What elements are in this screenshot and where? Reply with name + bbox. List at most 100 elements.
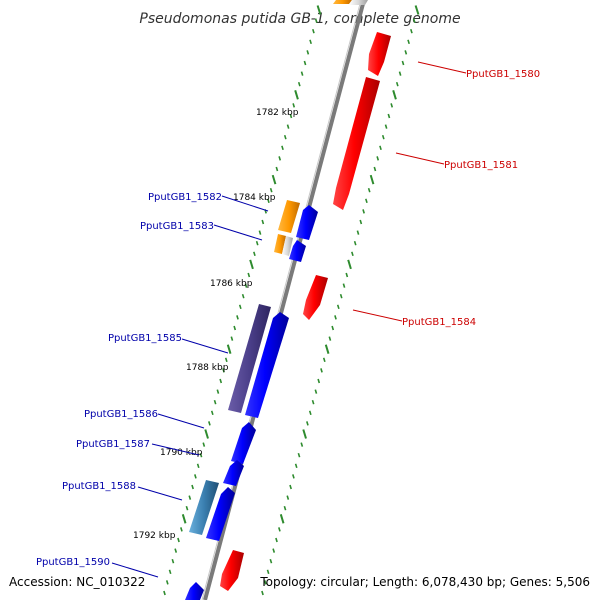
gene-arrow-1585-purple[interactable] <box>228 304 271 413</box>
leader-1585 <box>181 338 229 354</box>
tick-outer <box>362 209 365 214</box>
tick-inner <box>181 514 187 524</box>
tick-outer <box>292 474 295 479</box>
gene-label-1590[interactable]: PputGB1_1590 <box>36 557 110 568</box>
leader-1584 <box>352 309 403 322</box>
tick-outer <box>376 156 380 161</box>
gene-arrow-1582-orange[interactable] <box>278 200 300 233</box>
gene-arrow-1587[interactable] <box>223 460 244 486</box>
tick-outer <box>311 399 315 405</box>
gene-arrow-1589[interactable] <box>220 550 244 591</box>
tick-inner <box>309 39 312 45</box>
gene-label-1584[interactable]: PputGB1_1584 <box>402 317 476 328</box>
tick-outer <box>324 344 330 354</box>
gene-arrow-1579[interactable] <box>333 0 352 4</box>
gene-arrow-1586[interactable] <box>231 422 256 464</box>
tick-outer <box>404 50 408 55</box>
tick-outer <box>302 429 307 439</box>
gene-arrow-1579b[interactable] <box>349 0 368 5</box>
tick-outer <box>334 315 337 320</box>
gene-arrow-1583[interactable] <box>289 240 306 262</box>
gene-arrow-1580[interactable] <box>368 32 391 76</box>
tick-outer <box>392 90 397 100</box>
gene-label-1586[interactable]: PputGB1_1586 <box>84 409 158 420</box>
gene-arrow-1583-orange[interactable] <box>274 234 286 254</box>
tick-outer <box>266 569 270 575</box>
tick-outer <box>269 558 273 564</box>
tick-inner <box>233 325 237 331</box>
tick-outer <box>297 452 301 458</box>
accession-text: Accession: NC_010322 <box>9 575 146 589</box>
tick-outer <box>398 71 402 76</box>
tick-outer <box>351 251 354 257</box>
tick-inner <box>261 219 265 225</box>
tick-inner <box>314 18 318 23</box>
tick-outer <box>367 187 371 193</box>
gene-arrow-1588[interactable] <box>206 487 235 541</box>
tick-outer <box>322 357 326 363</box>
gene-label-1585[interactable]: PputGB1_1585 <box>108 333 182 344</box>
gene-arrow-1582[interactable] <box>296 205 318 240</box>
gene-arrow-1584[interactable] <box>303 275 328 320</box>
gene-arrow-1588-teal[interactable] <box>189 480 219 535</box>
scale-labels: 1782 kbp 1784 kbp 1786 kbp 1788 kbp 1790… <box>133 108 299 541</box>
tick-outer <box>395 81 399 87</box>
leader-1583 <box>213 224 263 241</box>
tick-outer <box>317 378 321 384</box>
tick-inner <box>216 389 220 394</box>
gene-label-1580[interactable]: PputGB1_1580 <box>466 69 540 80</box>
tick-inner <box>289 113 293 119</box>
scale-label-1792: 1792 kbp <box>133 531 176 541</box>
gene-arrow-1590[interactable] <box>185 582 204 600</box>
tick-outer <box>289 484 292 490</box>
tick-inner <box>199 452 203 458</box>
gene-label-1582[interactable]: PputGB1_1582 <box>148 192 222 203</box>
tick-inner <box>224 357 228 363</box>
tick-outer <box>359 219 363 225</box>
tick-inner <box>244 283 248 288</box>
leader-1581 <box>395 152 445 165</box>
gene-label-1588[interactable]: PputGB1_1588 <box>62 481 136 492</box>
tick-outer <box>261 590 264 596</box>
tick-outer <box>347 259 352 270</box>
gene-arrow-1583-grey[interactable] <box>282 236 293 256</box>
tick-outer <box>294 463 298 469</box>
tick-inner <box>281 145 284 151</box>
tick-inner <box>247 272 251 278</box>
tick-inner <box>163 590 166 596</box>
gene-labels: PputGB1_1580 PputGB1_1581 PputGB1_1584 P… <box>36 69 540 568</box>
tick-outer <box>331 325 335 331</box>
gene-label-1587[interactable]: PputGB1_1587 <box>76 439 150 450</box>
gene-label-1583[interactable]: PputGB1_1583 <box>140 221 214 232</box>
map-title: Pseudomonas putida GB-1, complete genome <box>139 11 460 27</box>
tick-inner <box>177 537 180 543</box>
tick-inner <box>271 174 277 185</box>
gene-arrow-1585[interactable] <box>245 312 289 418</box>
tick-inner <box>208 421 211 426</box>
tick-inner <box>278 156 282 161</box>
gene-label-1581[interactable]: PputGB1_1581 <box>444 160 518 171</box>
tick-inner <box>196 463 200 469</box>
scale-label-1788: 1788 kbp <box>186 363 229 373</box>
tick-outer <box>390 103 394 108</box>
tick-inner <box>258 230 262 235</box>
tick-outer <box>283 505 287 511</box>
label-leaders <box>111 61 467 578</box>
tick-inner <box>226 344 232 354</box>
reverse-strand-genes <box>220 0 391 591</box>
leader-1580 <box>417 61 467 74</box>
tick-outer <box>342 283 346 288</box>
scale-label-1782: 1782 kbp <box>256 108 299 118</box>
leader-1588 <box>137 486 183 501</box>
tick-inner <box>283 134 287 140</box>
gene-arrow-1581[interactable] <box>333 77 380 210</box>
tick-inner <box>275 166 279 172</box>
leader-1590 <box>111 562 159 578</box>
tick-outer <box>328 336 332 341</box>
tick-outer <box>353 240 357 246</box>
tick-outer <box>300 442 304 447</box>
tick-outer <box>379 145 382 151</box>
tick-outer <box>306 421 309 426</box>
tick-inner <box>191 484 194 490</box>
